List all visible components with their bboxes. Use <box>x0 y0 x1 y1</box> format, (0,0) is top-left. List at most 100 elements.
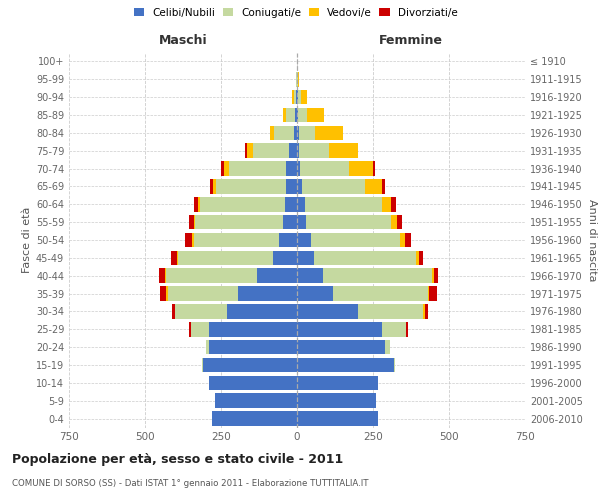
Bar <box>300 161 349 176</box>
Bar <box>214 179 217 194</box>
Bar <box>382 197 391 212</box>
Bar <box>171 250 177 265</box>
Bar <box>195 215 283 230</box>
Bar <box>297 340 385 354</box>
Bar <box>202 358 203 372</box>
Bar <box>206 340 209 354</box>
Bar <box>294 126 297 140</box>
Bar <box>165 268 166 283</box>
Bar <box>428 286 429 301</box>
Bar <box>209 376 297 390</box>
Bar <box>283 215 297 230</box>
Bar <box>297 144 299 158</box>
Bar <box>297 411 377 426</box>
Bar <box>285 197 297 212</box>
Bar <box>177 250 178 265</box>
Bar <box>311 232 400 248</box>
Bar <box>429 286 437 301</box>
Bar <box>198 197 200 212</box>
Bar <box>400 232 405 248</box>
Bar <box>297 268 323 283</box>
Bar <box>315 126 343 140</box>
Bar <box>175 304 227 319</box>
Bar <box>166 268 257 283</box>
Bar <box>297 197 305 212</box>
Y-axis label: Fasce di età: Fasce di età <box>22 207 32 273</box>
Bar <box>224 161 229 176</box>
Bar <box>302 179 365 194</box>
Y-axis label: Anni di nascita: Anni di nascita <box>587 198 596 281</box>
Bar <box>286 179 297 194</box>
Bar <box>160 286 166 301</box>
Bar <box>283 108 286 122</box>
Bar <box>200 197 285 212</box>
Bar <box>293 90 296 104</box>
Bar <box>306 215 391 230</box>
Bar <box>365 179 382 194</box>
Bar <box>192 232 194 248</box>
Bar <box>297 179 302 194</box>
Bar <box>298 108 307 122</box>
Bar <box>297 126 299 140</box>
Bar <box>185 232 192 248</box>
Bar <box>391 197 396 212</box>
Bar <box>269 126 274 140</box>
Bar <box>305 197 382 212</box>
Bar <box>178 250 272 265</box>
Bar <box>297 304 358 319</box>
Bar <box>215 394 297 408</box>
Text: COMUNE DI SORSO (SS) - Dati ISTAT 1° gennaio 2011 - Elaborazione TUTTITALIA.IT: COMUNE DI SORSO (SS) - Dati ISTAT 1° gen… <box>12 479 368 488</box>
Bar <box>394 358 395 372</box>
Bar <box>297 108 298 122</box>
Bar <box>423 304 425 319</box>
Bar <box>297 232 311 248</box>
Bar <box>349 161 373 176</box>
Bar <box>323 268 432 283</box>
Bar <box>272 250 297 265</box>
Text: Maschi: Maschi <box>158 34 208 47</box>
Bar <box>425 304 428 319</box>
Bar <box>406 322 408 336</box>
Bar <box>334 286 428 301</box>
Bar <box>289 144 297 158</box>
Bar <box>209 340 297 354</box>
Bar <box>314 250 416 265</box>
Bar <box>295 108 297 122</box>
Bar <box>405 232 411 248</box>
Bar <box>172 304 175 319</box>
Bar <box>397 215 402 230</box>
Bar <box>358 304 423 319</box>
Bar <box>166 286 168 301</box>
Bar <box>286 161 297 176</box>
Bar <box>298 90 301 104</box>
Bar <box>434 268 439 283</box>
Bar <box>296 90 297 104</box>
Bar <box>189 322 191 336</box>
Bar <box>297 358 394 372</box>
Bar <box>297 90 298 104</box>
Bar <box>158 268 165 283</box>
Bar <box>299 144 329 158</box>
Bar <box>432 268 434 283</box>
Bar <box>329 144 358 158</box>
Bar <box>238 286 297 301</box>
Bar <box>194 215 195 230</box>
Bar <box>382 179 385 194</box>
Bar <box>382 322 406 336</box>
Bar <box>212 411 297 426</box>
Bar <box>297 376 377 390</box>
Bar <box>297 394 376 408</box>
Bar <box>245 144 247 158</box>
Bar <box>194 232 279 248</box>
Bar <box>301 90 307 104</box>
Bar <box>217 179 286 194</box>
Bar <box>211 179 214 194</box>
Bar <box>297 72 298 86</box>
Bar <box>221 161 224 176</box>
Bar <box>297 161 300 176</box>
Bar <box>298 72 299 86</box>
Text: Popolazione per età, sesso e stato civile - 2011: Popolazione per età, sesso e stato civil… <box>12 452 343 466</box>
Bar <box>299 126 315 140</box>
Bar <box>209 322 297 336</box>
Bar <box>419 250 423 265</box>
